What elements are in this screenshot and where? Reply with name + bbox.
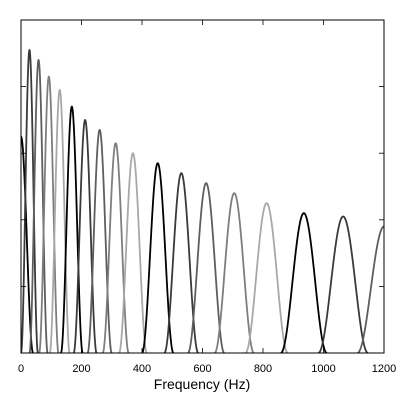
series-curve-7 (72, 119, 98, 353)
x-tick-labels: 0 200 400 600 800 1000 1200 (18, 363, 396, 375)
x-tick-label-6: 1200 (372, 363, 396, 375)
x-tick-label-4: 800 (254, 363, 272, 375)
series-curve-11 (141, 162, 174, 353)
series-curve-6 (60, 105, 84, 353)
x-tick-label-0: 0 (18, 363, 24, 375)
x-tick-label-5: 1000 (311, 363, 335, 375)
x-tick-label-1: 200 (72, 363, 90, 375)
x-tick-label-2: 400 (133, 363, 151, 375)
series-curve-15 (245, 202, 289, 353)
series-curve-17 (318, 215, 369, 353)
series-curve-1 (21, 135, 34, 353)
series-curve-3 (28, 59, 49, 353)
axis-ticks (20, 19, 385, 354)
series-curve-5 (48, 89, 71, 353)
series-curve-16 (280, 212, 328, 353)
series-curve-14 (214, 192, 255, 353)
series-curve-4 (38, 75, 60, 353)
x-axis-label: Frequency (Hz) (154, 376, 250, 392)
series-curve-10 (118, 152, 148, 353)
series-curve-13 (187, 182, 225, 353)
series-curves (21, 49, 384, 353)
series-curve-12 (163, 172, 199, 353)
x-tick-label-3: 600 (193, 363, 211, 375)
series-curve-2 (21, 49, 39, 353)
series-curve-18 (357, 225, 384, 353)
